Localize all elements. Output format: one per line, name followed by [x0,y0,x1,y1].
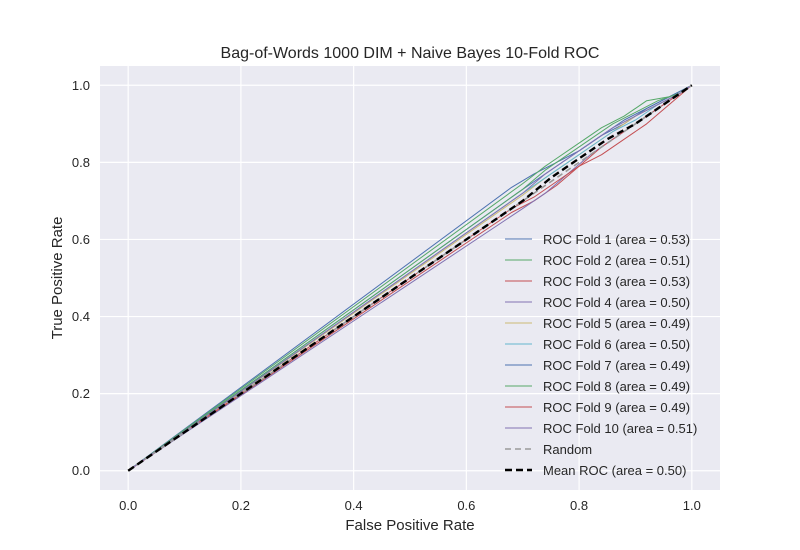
series-line-10 [127,84,693,472]
tick-labels: 0.0 0.2 0.4 0.6 0.8 1.0 0.0 0.2 0.4 0.6 0.8 1.0 [72,78,701,513]
legend-label: ROC Fold 2 (area = 0.51) [543,253,690,268]
series-line-12 [127,84,693,472]
legend-label: ROC Fold 9 (area = 0.49) [543,400,690,415]
x-tick-label: 0.0 [119,498,137,513]
y-tick-label: 0.8 [72,155,90,170]
legend-label: Random [543,442,592,457]
legend-label: ROC Fold 10 (area = 0.51) [543,421,697,436]
legend-label: ROC Fold 1 (area = 0.53) [543,232,690,247]
legend-label: ROC Fold 6 (area = 0.50) [543,337,690,352]
y-tick-label: 0.2 [72,386,90,401]
series-line-3 [127,84,693,472]
x-tick-label: 1.0 [683,498,701,513]
series-line-2 [127,84,693,472]
grid [100,66,720,490]
y-tick-label: 0.6 [72,232,90,247]
x-tick-label: 0.2 [232,498,250,513]
series-line-8 [127,84,693,472]
legend-label: ROC Fold 3 (area = 0.53) [543,274,690,289]
chart-title: Bag-of-Words 1000 DIM + Naive Bayes 10-F… [221,45,600,62]
legend-label: Mean ROC (area = 0.50) [543,463,686,478]
legend: ROC Fold 1 (area = 0.53) ROC Fold 2 (area… [505,232,697,478]
x-tick-label: 0.6 [457,498,475,513]
legend-label: ROC Fold 4 (area = 0.50) [543,295,690,310]
legend-label: ROC Fold 8 (area = 0.49) [543,379,690,394]
series-layer [127,84,693,472]
y-tick-label: 1.0 [72,78,90,93]
y-tick-label: 0.4 [72,309,90,324]
x-tick-label: 0.8 [570,498,588,513]
x-tick-label: 0.4 [345,498,363,513]
legend-label: ROC Fold 5 (area = 0.49) [543,316,690,331]
y-axis-label: True Positive Rate [49,217,66,340]
legend-label: ROC Fold 7 (area = 0.49) [543,358,690,373]
x-axis-label: False Positive Rate [345,517,474,534]
y-tick-label: 0.0 [72,463,90,478]
